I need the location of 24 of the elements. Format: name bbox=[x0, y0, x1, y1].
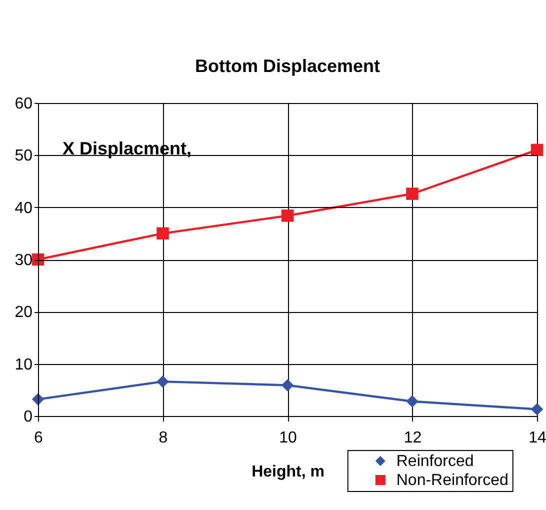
y-tick-label: 0 bbox=[24, 408, 33, 426]
y-tick-label: 60 bbox=[14, 96, 33, 112]
point bbox=[406, 188, 418, 200]
chart-title: Bottom Displacement bbox=[194, 56, 380, 76]
point bbox=[156, 227, 169, 240]
x-tick-label: 14 bbox=[528, 430, 546, 446]
y-tick-label: 40 bbox=[14, 200, 33, 217]
x-tick-label: 6 bbox=[34, 430, 44, 446]
legend-label: Non-Reinforced bbox=[396, 472, 508, 489]
x-tick-label: 10 bbox=[279, 430, 297, 446]
point bbox=[530, 403, 544, 416]
point bbox=[156, 375, 169, 388]
x-axis-title: Height, m bbox=[252, 464, 324, 480]
x-tick-label: 8 bbox=[158, 430, 168, 446]
y-tick-label: 10 bbox=[14, 356, 33, 374]
point bbox=[281, 379, 294, 392]
point bbox=[530, 144, 544, 156]
y-tick-label: 20 bbox=[14, 304, 33, 322]
point bbox=[281, 210, 294, 222]
y-tick-label: 30 bbox=[14, 252, 33, 269]
point bbox=[406, 395, 418, 408]
y-tick-label: 50 bbox=[14, 148, 33, 165]
x-tick-label: 12 bbox=[404, 430, 422, 446]
legend-label: Reinforced bbox=[396, 453, 474, 470]
